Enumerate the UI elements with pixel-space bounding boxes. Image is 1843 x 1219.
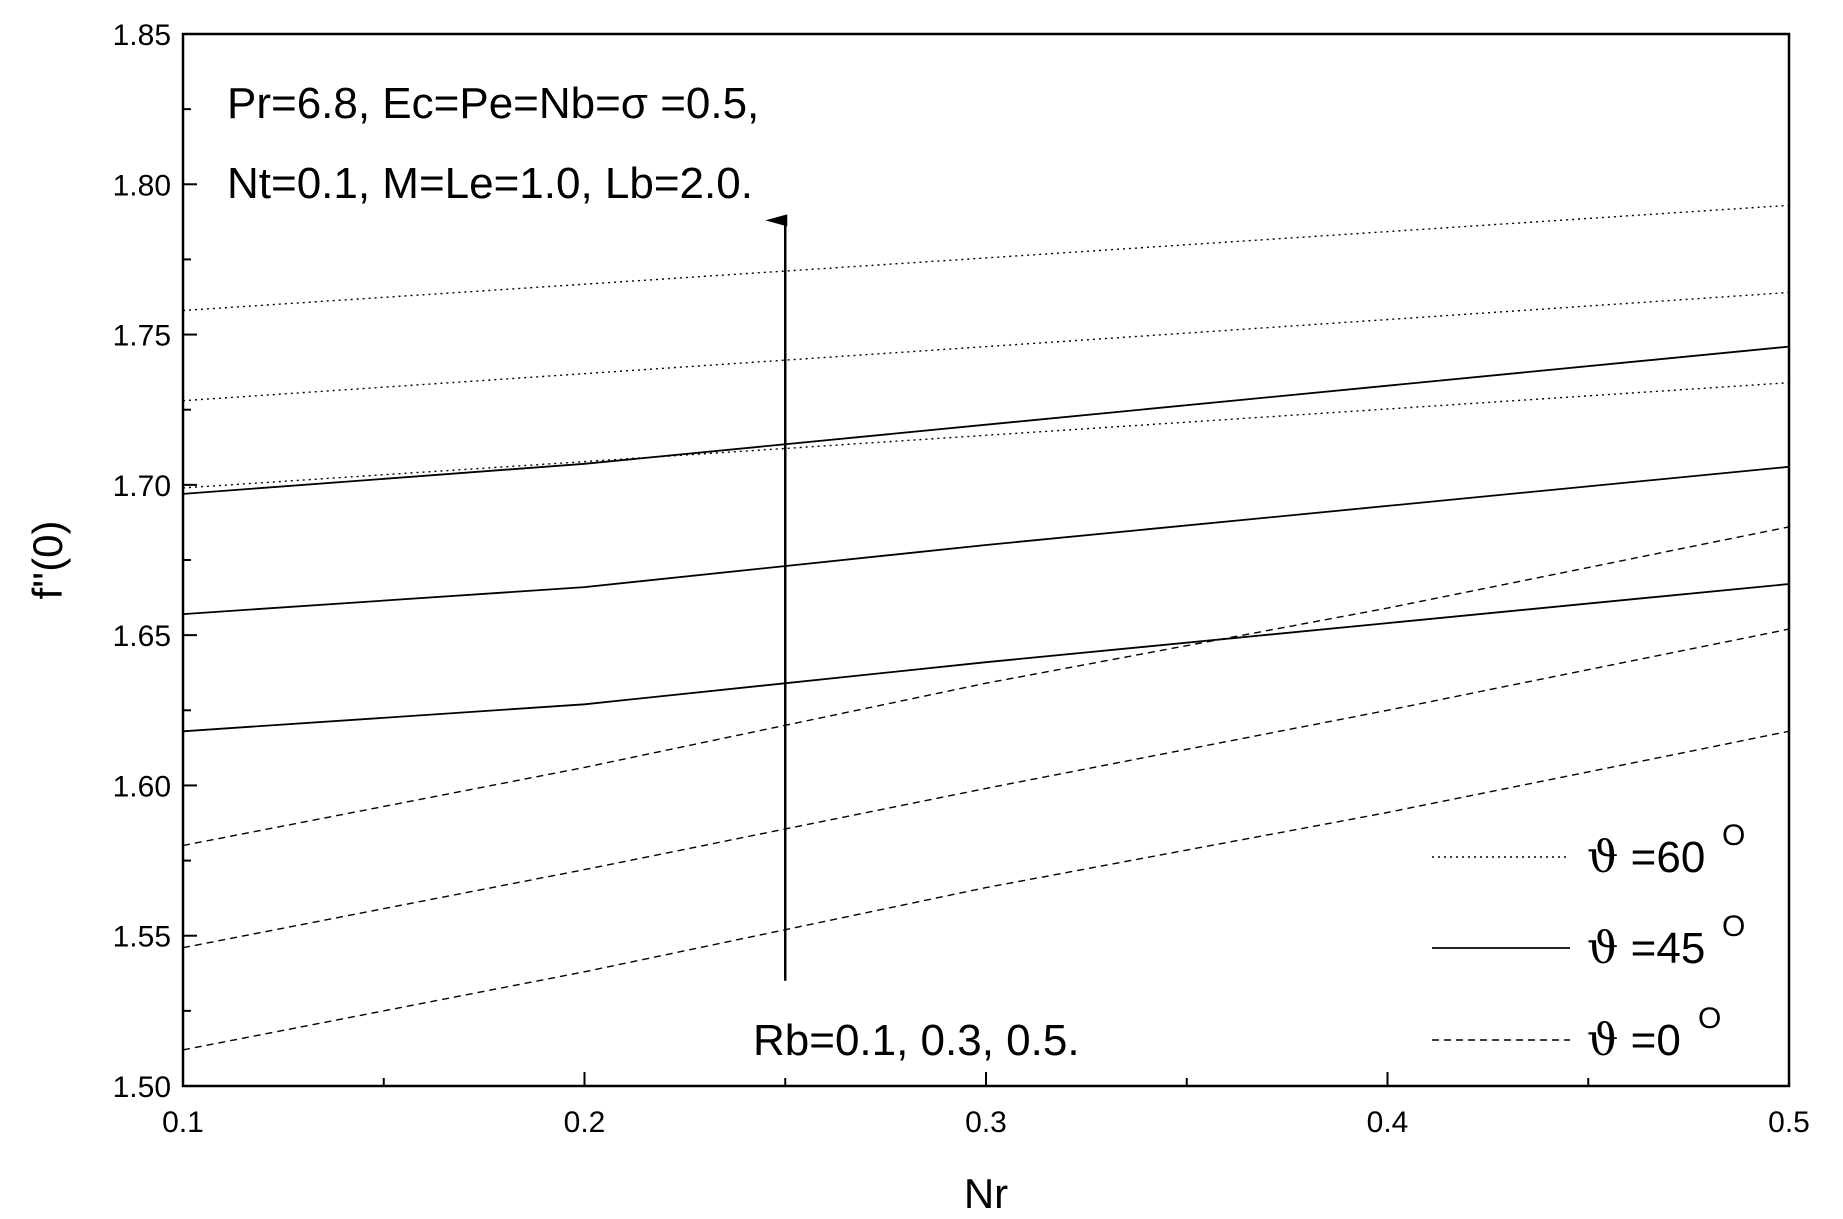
y-tick-label: 1.60 bbox=[113, 770, 171, 803]
series-line-solid-1 bbox=[182, 583, 1790, 733]
series-line-dotted-3 bbox=[182, 204, 1790, 312]
legend-sup-45: O bbox=[1722, 910, 1745, 943]
legend-symbol-60: ϑ bbox=[1587, 832, 1618, 883]
series-layer bbox=[182, 204, 1790, 1051]
legend-sup-0: O bbox=[1698, 1002, 1721, 1035]
series-line-dotted-1 bbox=[182, 382, 1790, 489]
legend-symbol-45: ϑ bbox=[1587, 923, 1618, 974]
plot-frame bbox=[181, 32, 1791, 1088]
legend-label-60: ϑ =60 bbox=[1587, 832, 1705, 883]
y-axis-title: f''(0) bbox=[24, 520, 71, 599]
series-line-dotted-2 bbox=[182, 291, 1790, 402]
legend-text-60: =60 bbox=[1618, 833, 1705, 882]
params-annotation-line1: Pr=6.8, Ec=Pe=Nb=σ =0.5, bbox=[227, 79, 759, 128]
y-tick-label: 1.70 bbox=[113, 470, 171, 503]
series-line-solid-3 bbox=[182, 345, 1790, 495]
x-tick-label: 0.3 bbox=[965, 1106, 1007, 1139]
y-tick-label: 1.85 bbox=[113, 19, 171, 52]
x-tick-label: 0.4 bbox=[1367, 1106, 1409, 1139]
x-tick-label: 0.2 bbox=[564, 1106, 606, 1139]
y-tick-label: 1.75 bbox=[113, 320, 171, 353]
y-tick-label: 1.55 bbox=[113, 921, 171, 954]
params-annotation-line2: Nt=0.1, M=Le=1.0, Lb=2.0. bbox=[227, 159, 753, 208]
x-tick-label: 0.5 bbox=[1768, 1106, 1810, 1139]
legend-text-0: =0 bbox=[1618, 1016, 1680, 1065]
legend-symbol-0: ϑ bbox=[1587, 1015, 1618, 1066]
y-tick-label: 1.65 bbox=[113, 620, 171, 653]
x-tick-label: 0.1 bbox=[162, 1106, 204, 1139]
rb-annotation: Rb=0.1, 0.3, 0.5. bbox=[753, 1016, 1080, 1065]
legend-label-0: ϑ =0 bbox=[1587, 1015, 1681, 1066]
legend-sup-60: O bbox=[1722, 819, 1745, 852]
legend-label-45: ϑ =45 bbox=[1587, 923, 1705, 974]
series-line-dashed-1 bbox=[182, 730, 1790, 1051]
series-line-dashed-3 bbox=[182, 526, 1790, 847]
legend-text-45: =45 bbox=[1618, 924, 1705, 973]
series-line-dashed-2 bbox=[182, 628, 1790, 949]
legend: ϑ =60 O ϑ =45 O ϑ =0 O bbox=[1432, 819, 1745, 1066]
x-axis-title: Nr bbox=[964, 1170, 1008, 1217]
axes-layer: 0.1 0.2 0.3 0.4 0.5 1.50 1.55 1.60 1.65 1.70 1.75 1… bbox=[113, 19, 1810, 1139]
y-tick-label: 1.80 bbox=[113, 169, 171, 202]
series-line-solid-2 bbox=[182, 465, 1790, 615]
y-tick-label: 1.50 bbox=[113, 1071, 171, 1104]
